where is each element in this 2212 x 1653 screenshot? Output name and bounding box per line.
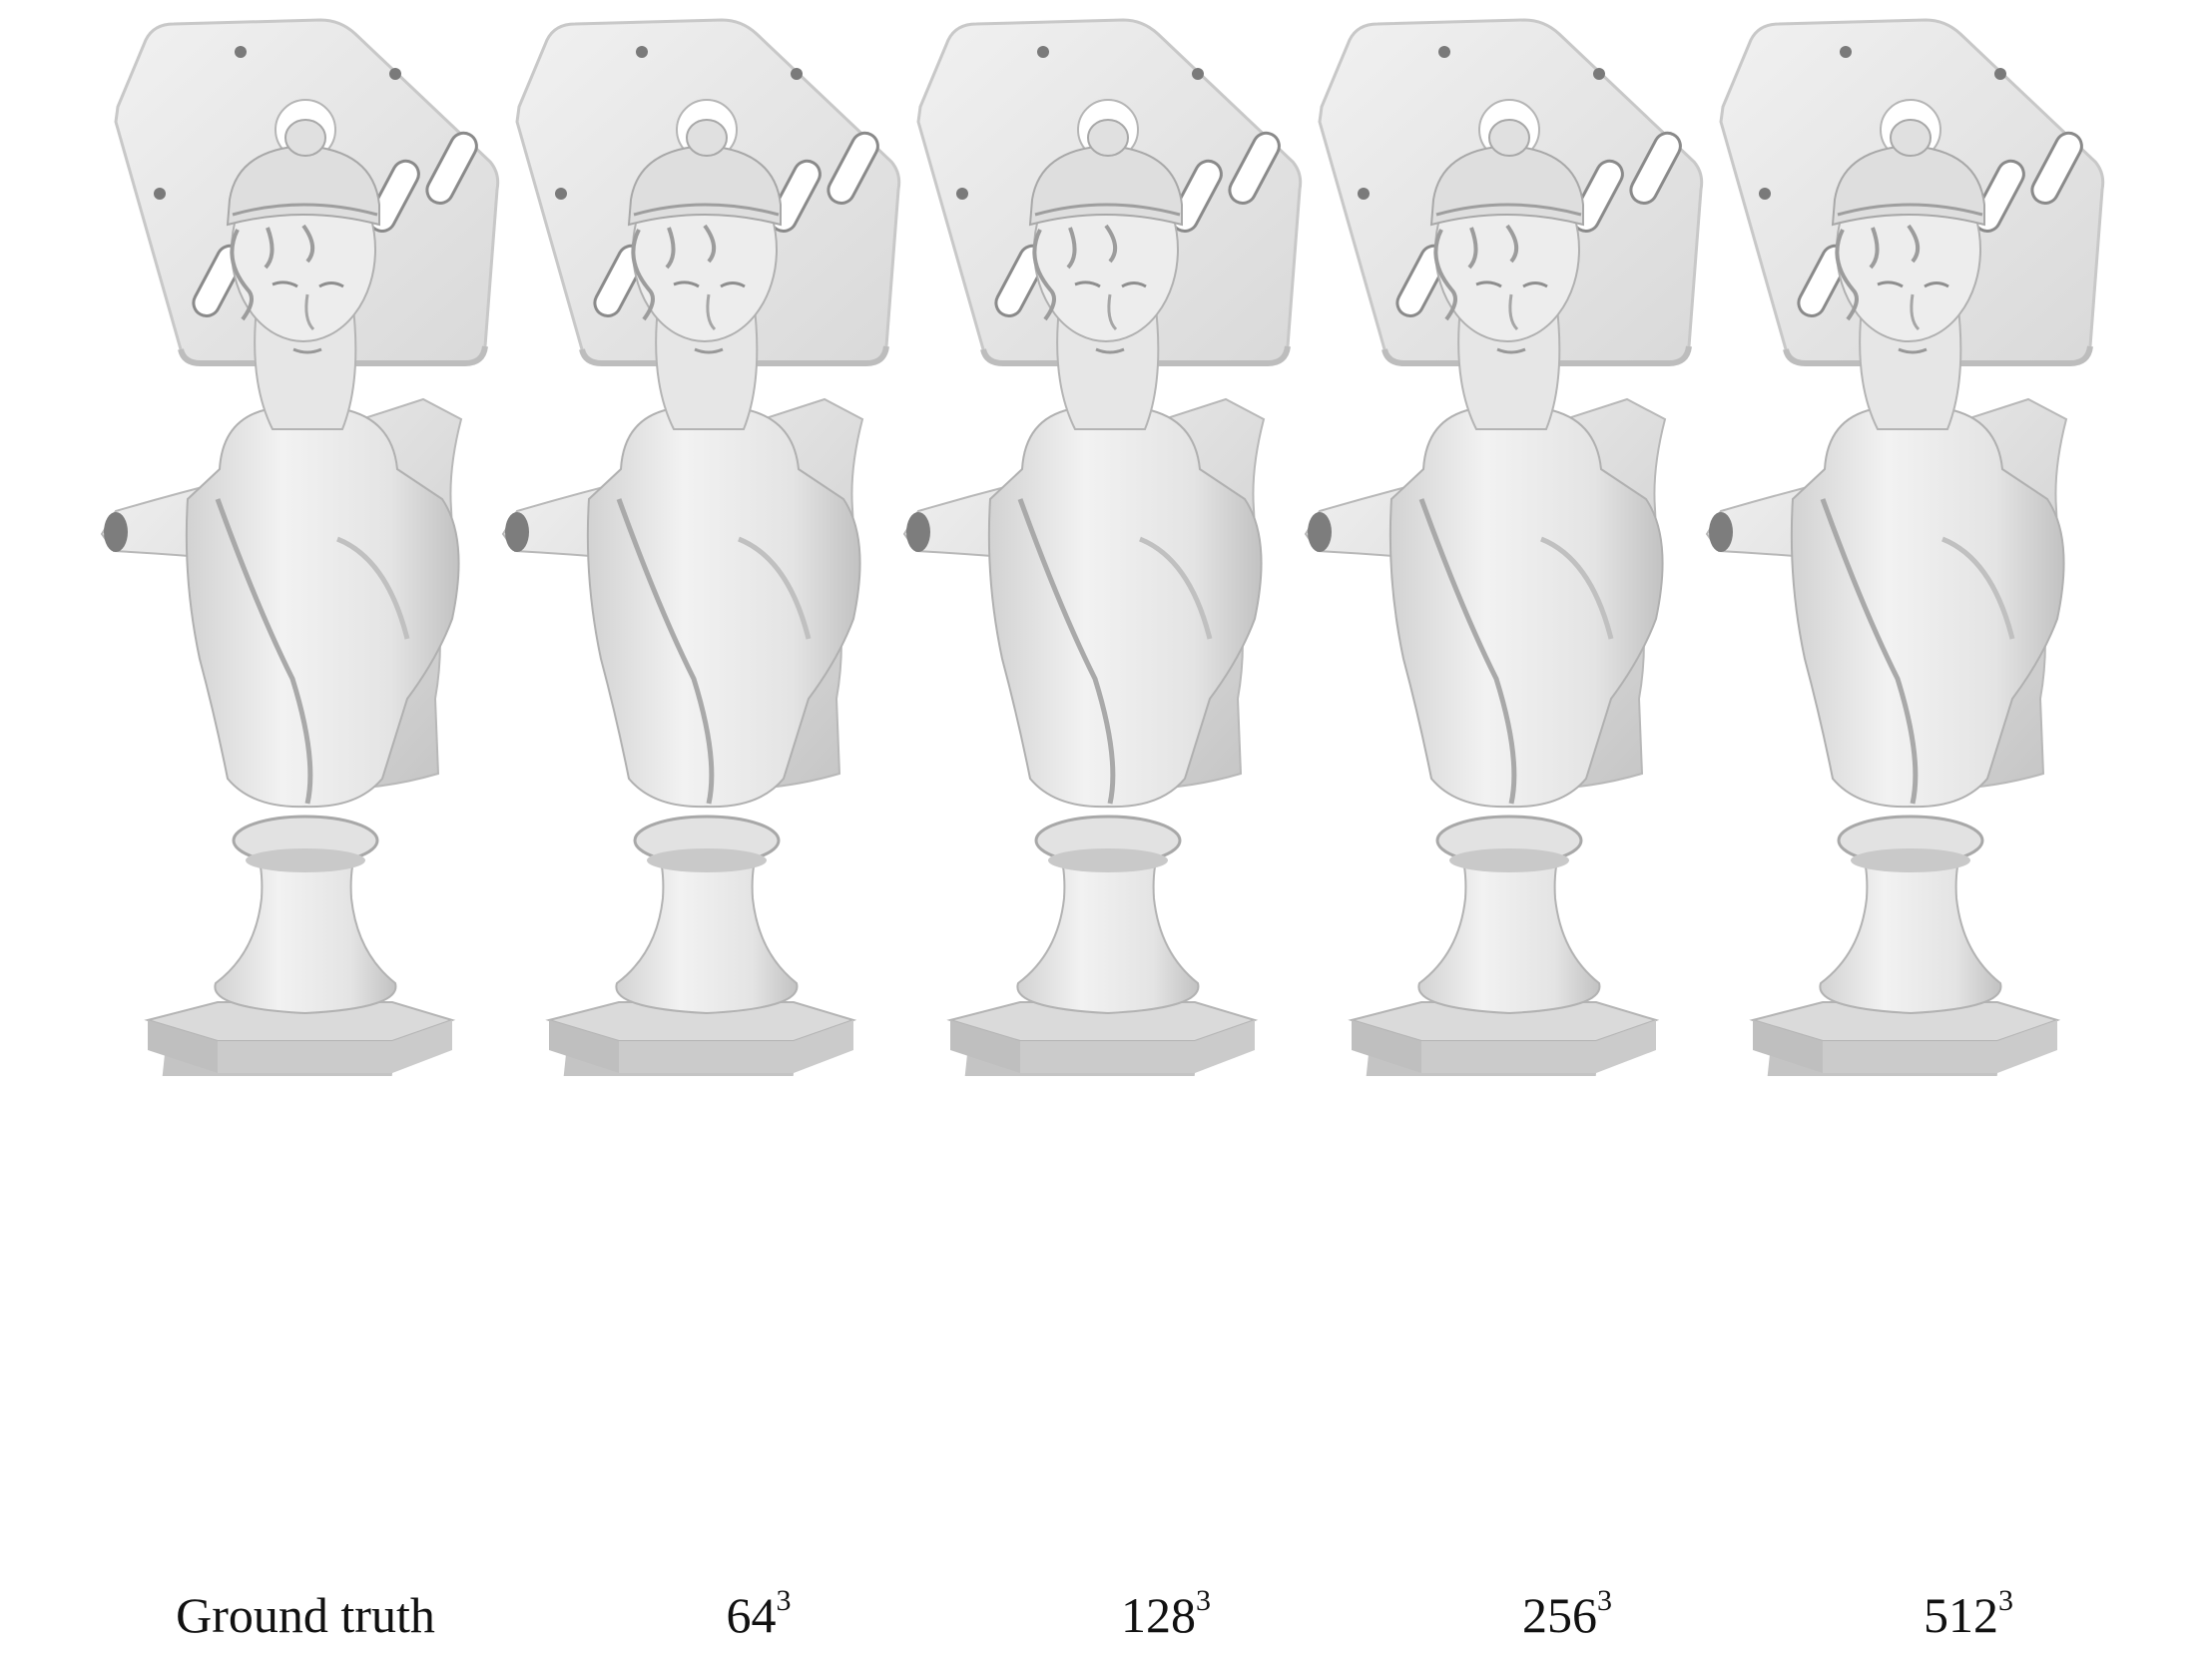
caption-exponent: 3: [776, 1584, 792, 1617]
caption-label: Ground truth: [176, 1587, 435, 1643]
caption-base: 128: [1121, 1587, 1196, 1643]
caption-base: 64: [726, 1587, 777, 1643]
caption-512: 5123: [1749, 1585, 2188, 1645]
caption-256: 2563: [1348, 1585, 1787, 1645]
caption-base: 256: [1522, 1587, 1597, 1643]
caption-exponent: 3: [1998, 1584, 2013, 1617]
caption-128: 1283: [946, 1585, 1385, 1645]
caption-64: 643: [539, 1585, 978, 1645]
caption-ground-truth: Ground truth: [86, 1585, 525, 1645]
caption-exponent: 3: [1597, 1584, 1612, 1617]
caption-base: 512: [1924, 1587, 1998, 1643]
caption-exponent: 3: [1196, 1584, 1211, 1617]
